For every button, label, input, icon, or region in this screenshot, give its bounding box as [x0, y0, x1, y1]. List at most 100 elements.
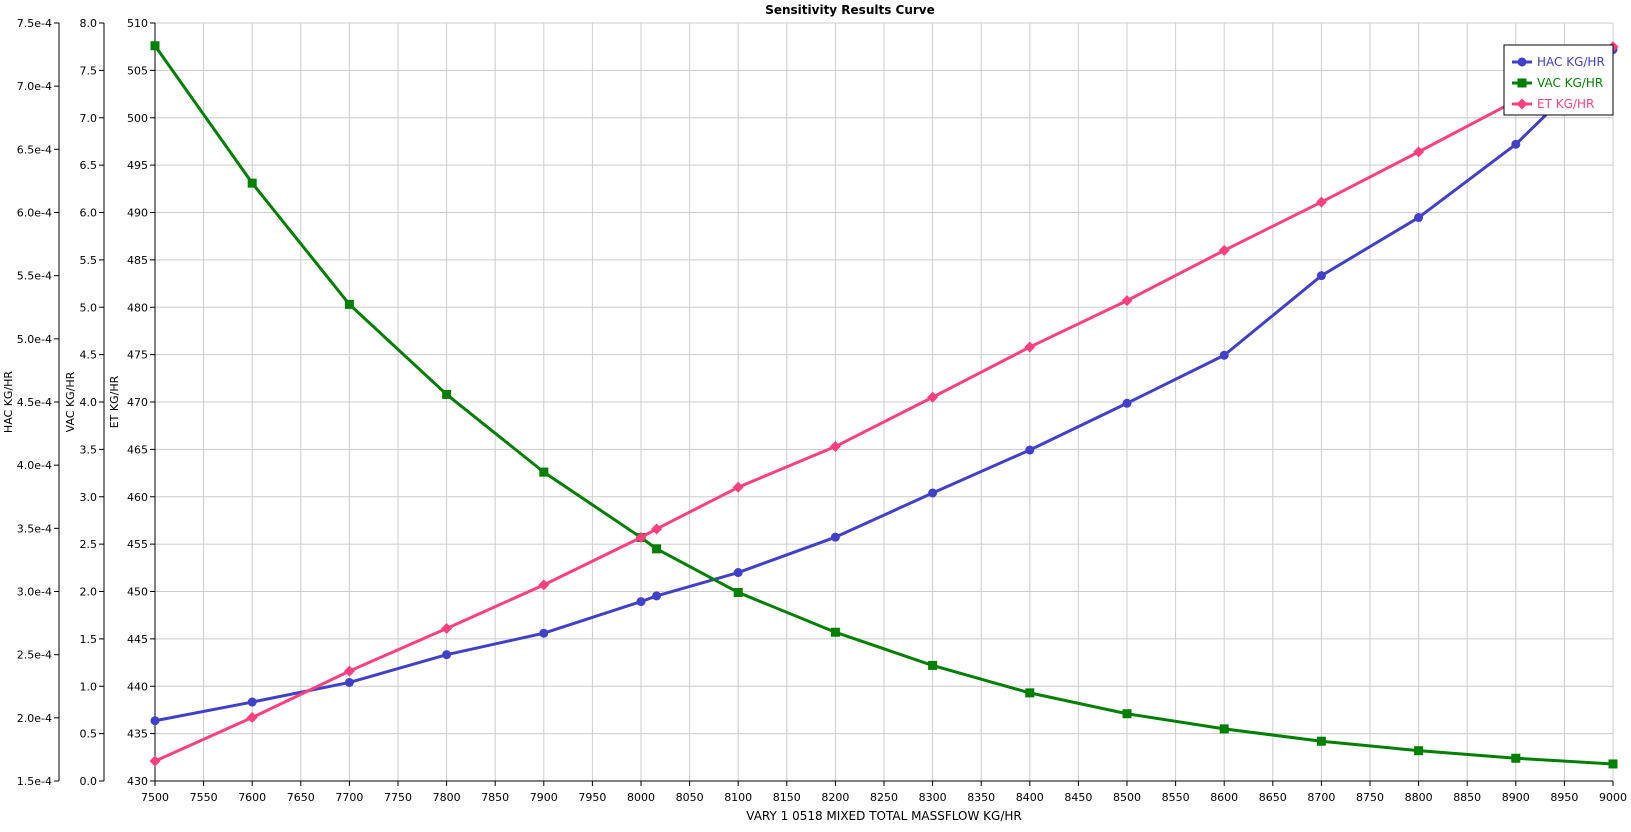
hac-point	[539, 628, 549, 638]
x-tick-label: 8050	[676, 791, 704, 804]
hac-tick-label: 4.5e-4	[17, 396, 52, 409]
hac-point	[636, 597, 646, 607]
x-tick-label: 7750	[384, 791, 412, 804]
vac-tick-label: 0.0	[80, 775, 98, 788]
vac-point	[928, 660, 938, 670]
vac-tick-label: 4.5	[80, 349, 98, 362]
vac-point	[1414, 746, 1424, 756]
hac-point	[830, 532, 840, 542]
vac-point	[652, 544, 662, 554]
vac-tick-label: 2.0	[80, 586, 98, 599]
hac-point	[1025, 445, 1035, 455]
vac-tick-label: 5.5	[80, 254, 98, 267]
vac-tick-label: 6.0	[80, 207, 98, 220]
hac-point	[1414, 213, 1424, 223]
hac-tick-label: 3.0e-4	[17, 586, 52, 599]
vac-point	[344, 299, 354, 309]
x-tick-label: 8650	[1259, 791, 1287, 804]
hac-point	[1511, 139, 1521, 149]
x-tick-label: 7800	[433, 791, 461, 804]
vac-point	[1122, 709, 1132, 719]
et-tick-label: 485	[127, 254, 148, 267]
hac-tick-label: 3.5e-4	[17, 522, 52, 535]
et-point	[538, 579, 550, 591]
vac-point	[539, 467, 549, 477]
et-tick-label: 475	[127, 349, 148, 362]
hac-point	[247, 697, 257, 707]
x-tick-label: 8200	[821, 791, 849, 804]
vac-tick-label: 3.5	[80, 443, 98, 456]
vac-tick-label: 2.5	[80, 538, 98, 551]
x-tick-label: 7900	[530, 791, 558, 804]
et-tick-label: 450	[127, 586, 148, 599]
et-tick-label: 465	[127, 443, 148, 456]
et-tick-label: 430	[127, 775, 148, 788]
et-tick-label: 440	[127, 680, 148, 693]
et-tick-label: 495	[127, 159, 148, 172]
x-tick-label: 8150	[773, 791, 801, 804]
et-point	[635, 531, 647, 543]
x-tick-label: 8100	[724, 791, 752, 804]
hac-point	[928, 488, 938, 498]
et-point	[343, 665, 355, 677]
x-tick-label: 8450	[1064, 791, 1092, 804]
x-tick-label: 8600	[1210, 791, 1238, 804]
et-tick-label: 510	[127, 17, 148, 30]
et-point	[246, 712, 258, 724]
axes: 7500 7550 7600 7650 7700 7750 7800 7850 7900 7950…	[2, 17, 1627, 804]
et-tick-label: 435	[127, 728, 148, 741]
et-point	[927, 391, 939, 403]
series-hac	[150, 45, 1618, 726]
hac-tick-label: 5.0e-4	[17, 333, 52, 346]
x-tick-label: 7500	[141, 791, 169, 804]
grid	[154, 22, 1614, 782]
et-tick-label: 460	[127, 491, 148, 504]
vac-tick-label: 1.5	[80, 633, 98, 646]
x-tick-label: 7950	[578, 791, 606, 804]
et-point	[1218, 244, 1230, 256]
vac-tick-label: 8.0	[80, 17, 98, 30]
vac-point	[442, 389, 452, 399]
hac-point	[1316, 271, 1326, 281]
et-tick-label: 470	[127, 396, 148, 409]
vac-tick-label: 7.5	[80, 64, 98, 77]
x-tick-label: 8250	[870, 791, 898, 804]
hac-point	[1219, 350, 1229, 360]
et-point	[1413, 146, 1425, 158]
hac-point	[652, 591, 662, 601]
hac-tick-label: 6.0e-4	[17, 207, 52, 220]
x-tick-label: 8800	[1405, 791, 1433, 804]
legend-label-hac: HAC KG/HR	[1537, 55, 1605, 69]
et-tick-label: 500	[127, 112, 148, 125]
legend-marker-vac	[1517, 78, 1527, 88]
x-tick-label: 8700	[1307, 791, 1335, 804]
legend-marker-hac	[1517, 57, 1527, 67]
hac-point	[733, 568, 743, 578]
vac-point	[1025, 688, 1035, 698]
vac-point	[247, 178, 257, 188]
legend-marker-et	[1516, 98, 1528, 110]
hac-tick-label: 7.5e-4	[17, 17, 52, 30]
vac-tick-label: 4.0	[80, 396, 98, 409]
et-point	[149, 755, 161, 767]
et-point	[1121, 295, 1133, 307]
vac-tick-label: 6.5	[80, 159, 98, 172]
x-tick-label: 8500	[1113, 791, 1141, 804]
et-tick-label: 490	[127, 207, 148, 220]
et-point	[829, 441, 841, 453]
x-tick-label: 8950	[1550, 791, 1578, 804]
hac-point	[442, 650, 452, 660]
et-point	[651, 523, 663, 535]
x-axis-label: VARY 1 0518 MIXED TOTAL MASSFLOW KG/HR	[746, 809, 1021, 823]
vac-point	[1608, 759, 1618, 769]
vac-tick-label: 1.0	[80, 680, 98, 693]
x-tick-label: 8000	[627, 791, 655, 804]
x-tick-label: 7700	[335, 791, 363, 804]
hac-point	[1122, 398, 1132, 408]
series-vac	[150, 41, 1618, 769]
hac-tick-label: 6.5e-4	[17, 143, 52, 156]
vac-point	[830, 627, 840, 637]
x-tick-label: 7550	[190, 791, 218, 804]
x-tick-label: 7650	[287, 791, 315, 804]
vac-point	[1511, 753, 1521, 763]
